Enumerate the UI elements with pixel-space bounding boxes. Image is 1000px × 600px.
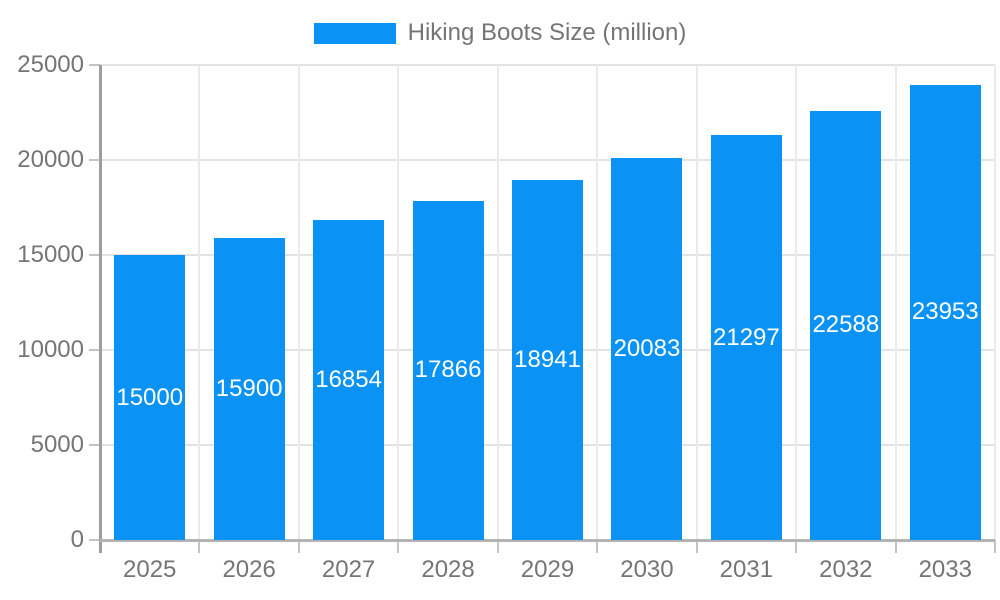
v-gridline [994, 65, 996, 540]
v-gridline [695, 65, 698, 540]
v-gridline [596, 65, 599, 540]
bar-value-label: 23953 [911, 298, 979, 326]
y-axis-tick [89, 159, 100, 161]
x-axis-tick [297, 540, 300, 553]
x-axis-label-2032: 2032 [819, 556, 873, 583]
bar-value-label: 22588 [812, 311, 880, 339]
x-axis-label-2031: 2031 [719, 556, 774, 583]
x-axis-label-2027: 2027 [321, 556, 376, 583]
bar-2033[interactable]: 23953 [909, 84, 981, 540]
bar-value-label: 15000 [116, 383, 184, 411]
legend: Hiking Boots Size (million) [0, 19, 1000, 47]
y-axis-tick [89, 539, 100, 541]
x-axis-tick [695, 540, 698, 553]
bar-value-label: 20083 [613, 335, 681, 363]
bar-value-label: 15900 [215, 374, 283, 402]
x-axis-label-2033: 2033 [918, 556, 972, 583]
v-gridline [198, 65, 201, 540]
bar-2028[interactable]: 17866 [412, 200, 484, 540]
y-axis-label: 0 [70, 526, 84, 553]
x-axis-tick [198, 540, 201, 553]
x-axis-tick [596, 540, 599, 553]
v-gridline [297, 65, 300, 540]
v-gridline [894, 65, 897, 540]
y-axis-line [98, 65, 102, 553]
bar-2026[interactable]: 15900 [213, 237, 285, 540]
y-axis-label: 15000 [17, 241, 84, 268]
x-axis-label-2029: 2029 [520, 556, 575, 583]
v-gridline [496, 65, 499, 540]
x-axis-label-2026: 2026 [222, 556, 276, 583]
x-axis-tick [795, 540, 798, 553]
bar-2031[interactable]: 21297 [710, 135, 782, 540]
x-axis-label-2030: 2030 [620, 556, 674, 583]
x-axis-tick [496, 540, 499, 553]
bar-value-label: 17866 [414, 356, 482, 384]
bar-value-label: 21297 [713, 323, 780, 351]
bar-value-label: 18941 [514, 346, 581, 374]
y-axis-label: 20000 [17, 146, 84, 173]
bar-2032[interactable]: 22588 [810, 110, 882, 540]
x-axis-label-2028: 2028 [421, 556, 475, 583]
x-axis-tick [397, 540, 400, 553]
y-axis-tick [89, 444, 100, 446]
x-axis-label-2025: 2025 [123, 556, 177, 583]
y-axis-tick [89, 254, 100, 256]
x-axis-tick [994, 540, 996, 553]
bar-2027[interactable]: 16854 [313, 219, 385, 540]
v-gridline [397, 65, 400, 540]
bar-value-label: 16854 [315, 365, 382, 393]
bar-2025[interactable]: 15000 [114, 255, 186, 540]
y-axis-label: 25000 [17, 51, 84, 78]
h-gridline [100, 64, 995, 66]
x-axis-tick [894, 540, 897, 553]
v-gridline [795, 65, 798, 540]
legend-label: Hiking Boots Size (million) [407, 19, 687, 46]
y-axis-tick [89, 349, 100, 351]
h-gridline [100, 159, 995, 161]
legend-swatch [313, 22, 396, 44]
y-axis-tick [89, 64, 100, 66]
y-axis-label: 10000 [17, 336, 84, 363]
bar-2030[interactable]: 20083 [611, 158, 683, 540]
y-axis-label: 5000 [30, 431, 84, 458]
x-axis-baseline [100, 538, 995, 542]
bar-2029[interactable]: 18941 [512, 180, 583, 540]
